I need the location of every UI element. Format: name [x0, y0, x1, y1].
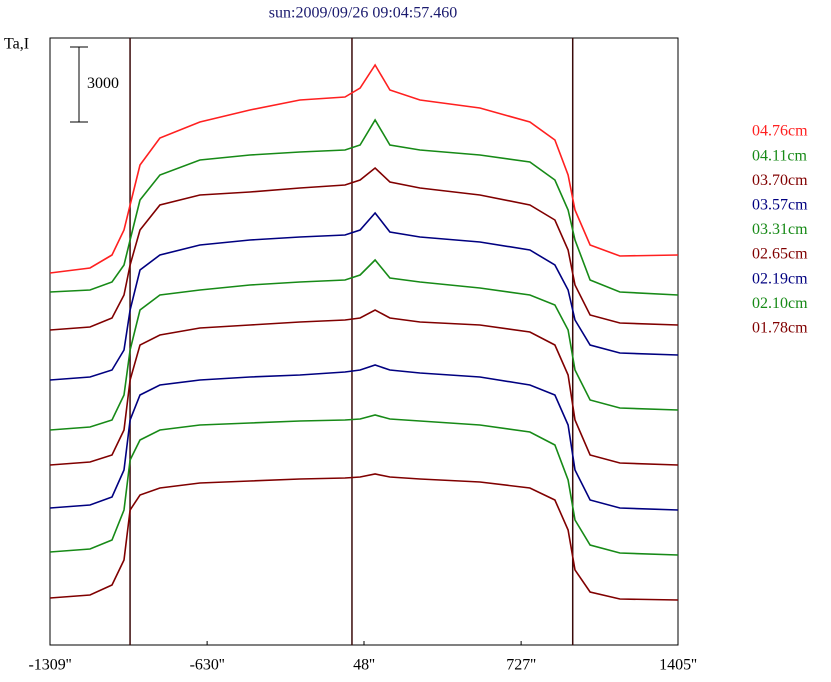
x-tick-label: 1405'' [659, 657, 697, 674]
legend-label: 02.10cm [752, 295, 808, 312]
series-line [49, 118, 679, 296]
series-line [49, 414, 679, 556]
series-line [49, 63, 679, 274]
series-line [49, 166, 679, 331]
plot-frame [49, 37, 679, 646]
series-line [49, 211, 679, 381]
y-axis-label: Ta,I [4, 36, 29, 53]
legend-label: 01.78cm [752, 319, 808, 336]
legend-label: 04.11cm [752, 147, 808, 164]
x-tick-label: 48'' [353, 657, 375, 674]
chart-title: sun:2009/09/26 09:04:57.460 [269, 5, 457, 22]
legend-label: 03.57cm [752, 196, 808, 213]
legend-label: 03.70cm [752, 172, 808, 189]
series-line [49, 258, 679, 431]
x-tick-label: -1309'' [28, 657, 71, 674]
legend-label: 03.31cm [752, 221, 808, 238]
legend-label: 04.76cm [752, 123, 808, 140]
series-line [49, 473, 679, 601]
series-line [49, 364, 679, 511]
legend-label: 02.19cm [752, 270, 808, 287]
scale-bar-label: 3000 [87, 75, 119, 92]
x-tick-label: 727'' [506, 657, 536, 674]
series-line [49, 309, 679, 466]
x-tick-label: -630'' [190, 657, 225, 674]
legend-label: 02.65cm [752, 246, 808, 263]
